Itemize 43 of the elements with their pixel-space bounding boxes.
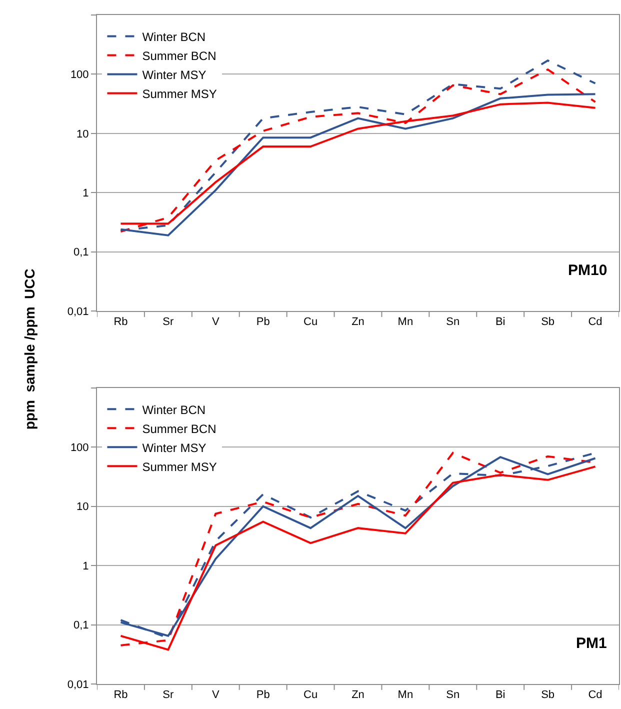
legend-label: Summer MSY (142, 86, 217, 101)
x-tick-label: Zn (352, 689, 364, 702)
x-tick-label: Rb (114, 689, 128, 702)
x-tick-label: Cu (304, 689, 318, 702)
x-tick-label: Sb (541, 689, 555, 702)
y-tick-label: 0,01 (67, 678, 89, 691)
y-tick-label: 0,1 (74, 246, 89, 259)
y-tick-label: 0,1 (74, 620, 89, 632)
y-tick-label: 100 (70, 442, 89, 454)
legend-label: Summer MSY (142, 460, 217, 474)
x-tick-label: V (212, 689, 220, 702)
legend-label: Winter MSY (142, 440, 206, 455)
y-tick-label: 0,01 (67, 306, 89, 318)
x-tick-label: Cd (588, 689, 602, 702)
legend-label: Winter BCN (142, 30, 206, 44)
legend-label: Winter BCN (142, 402, 206, 417)
x-tick-label: Sr (162, 316, 174, 328)
x-tick-label: Bi (495, 689, 506, 702)
y-tick-label: 1 (82, 560, 89, 572)
x-tick-label: Mn (398, 689, 414, 702)
x-tick-label: Pb (256, 689, 270, 702)
y-axis-title: ppm sample /ppm UCC (22, 268, 38, 430)
legend-label: Summer BCN (142, 48, 216, 63)
x-tick-label: Sn (446, 316, 460, 328)
x-tick-label: Cd (588, 316, 602, 328)
x-tick-label: Sn (446, 689, 460, 702)
y-tick-label: 100 (70, 69, 89, 82)
x-tick-label: Rb (114, 316, 128, 328)
x-tick-label: Sr (162, 689, 174, 702)
x-tick-label: Sb (541, 316, 555, 328)
y-tick-label: 1 (82, 187, 89, 200)
x-tick-label: Cu (304, 316, 318, 328)
legend-label: Summer BCN (142, 422, 216, 436)
legend-label: Winter MSY (142, 68, 206, 82)
x-tick-label: Bi (495, 316, 506, 328)
y-tick-label: 10 (76, 501, 89, 514)
x-tick-label: Pb (256, 316, 270, 328)
annotation: PM1 (576, 635, 607, 652)
annotation: PM10 (568, 262, 608, 279)
x-tick-label: Zn (352, 316, 364, 328)
x-tick-label: V (212, 316, 220, 328)
x-tick-label: Mn (398, 316, 414, 328)
y-tick-label: 10 (76, 128, 89, 140)
